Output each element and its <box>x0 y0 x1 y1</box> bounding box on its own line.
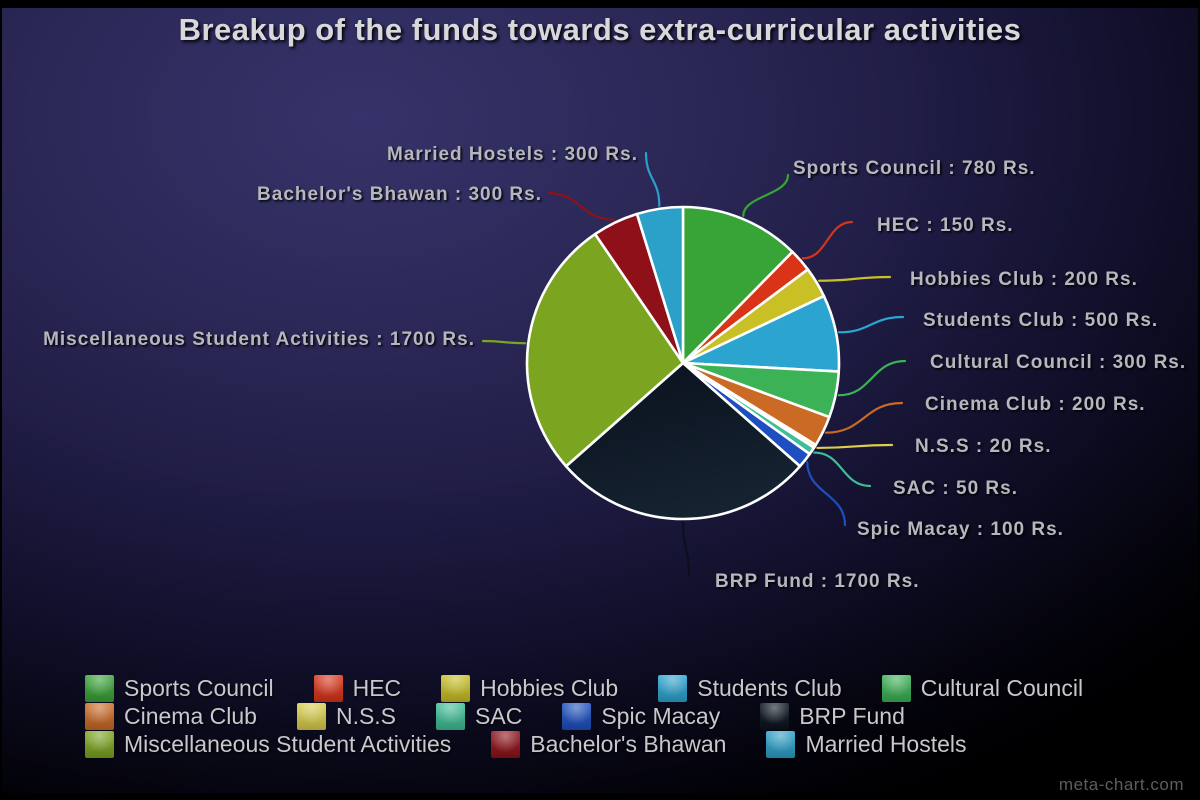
leader-line <box>837 359 907 397</box>
slice-callout: BRP Fund : 1700 Rs. <box>715 571 920 592</box>
leader-line <box>813 451 872 488</box>
legend-label: SAC <box>475 702 523 729</box>
slice-callout: Spic Macay : 100 Rs. <box>857 519 1064 540</box>
slice-callout: N.S.S : 20 Rs. <box>915 436 1052 457</box>
slice-callout: Cinema Club : 200 Rs. <box>925 394 1146 415</box>
legend-item: BRP Fund <box>760 702 905 730</box>
pie-slice <box>681 205 794 365</box>
legend-label: HEC <box>352 674 402 701</box>
leader-line <box>817 275 892 282</box>
legend-item: Sports Council <box>85 674 274 702</box>
legend-swatch <box>85 730 114 758</box>
legend: Sports Council HEC Hobbies Club Students Cl… <box>85 674 1165 758</box>
slice-callout: Sports Council : 780 Rs. <box>793 158 1036 179</box>
legend-row: Sports Council HEC Hobbies Club Students Cl… <box>85 674 1165 702</box>
legend-label: Bachelor's Bhawan <box>530 730 727 757</box>
leader-line <box>824 401 904 434</box>
legend-swatch <box>85 674 114 702</box>
legend-item: N.S.S <box>296 702 397 730</box>
legend-swatch <box>441 674 471 702</box>
legend-item: Bachelor's Bhawan <box>491 730 727 758</box>
legend-row: Cinema Club N.S.S SAC Spic Macay BRP Fund <box>85 702 1165 730</box>
slice-callout: Hobbies Club : 200 Rs. <box>910 269 1138 290</box>
legend-item: Students Club <box>658 674 842 702</box>
legend-label: BRP Fund <box>799 702 905 729</box>
legend-swatch <box>491 730 521 758</box>
legend-item: SAC <box>436 702 523 730</box>
legend-swatch <box>562 702 592 730</box>
pie-slice <box>525 232 685 468</box>
leader-line <box>816 443 894 450</box>
chart-title: Breakup of the funds towards extra-curri… <box>178 12 1022 47</box>
legend-swatch <box>766 730 796 758</box>
legend-item: Cultural Council <box>881 674 1084 702</box>
legend-label: N.S.S <box>335 702 397 729</box>
legend-swatch <box>85 702 114 730</box>
legend-swatch <box>658 674 688 702</box>
leader-line <box>801 220 854 260</box>
pie-slice <box>564 361 802 521</box>
pie-slice <box>635 205 685 365</box>
legend-label: Married Hostels <box>805 730 967 757</box>
legend-label: Cinema Club <box>124 702 257 729</box>
legend-swatch <box>313 674 343 702</box>
legend-swatch <box>296 702 326 730</box>
legend-swatch <box>881 674 911 702</box>
leader-line <box>806 461 847 527</box>
legend-item: Miscellaneous Student Activities <box>85 730 452 758</box>
watermark: meta-chart.com <box>1058 775 1184 794</box>
slice-callout: Bachelor's Bhawan : 300 Rs. <box>257 184 542 205</box>
legend-item: HEC <box>313 674 402 702</box>
legend-label: Students Club <box>697 674 842 701</box>
legend-label: Hobbies Club <box>480 674 619 701</box>
legend-swatch <box>436 702 466 730</box>
slice-callout: Cultural Council : 300 Rs. <box>930 352 1187 373</box>
legend-item: Married Hostels <box>766 730 967 758</box>
slice-callout: SAC : 50 Rs. <box>893 478 1018 499</box>
legend-item: Hobbies Club <box>441 674 619 702</box>
legend-swatch <box>760 702 790 730</box>
slice-callout: Students Club : 500 Rs. <box>923 310 1159 331</box>
legend-row: Miscellaneous Student Activities Bachelor… <box>85 730 1165 758</box>
legend-label: Cultural Council <box>920 674 1084 701</box>
legend-label: Sports Council <box>124 674 274 701</box>
leader-line <box>681 520 691 578</box>
legend-item: Spic Macay <box>562 702 721 730</box>
slice-callout: Miscellaneous Student Activities : 1700 … <box>43 329 475 350</box>
legend-item: Cinema Club <box>85 702 257 730</box>
legend-label: Spic Macay <box>601 702 721 729</box>
leader-line <box>481 339 527 345</box>
leader-line <box>644 151 661 207</box>
leader-line <box>546 191 616 221</box>
leader-line <box>742 173 790 217</box>
slice-callout: Married Hostels : 300 Rs. <box>387 144 638 165</box>
slice-callout: HEC : 150 Rs. <box>877 215 1014 236</box>
leader-line <box>837 315 905 334</box>
legend-label: Miscellaneous Student Activities <box>124 730 452 757</box>
